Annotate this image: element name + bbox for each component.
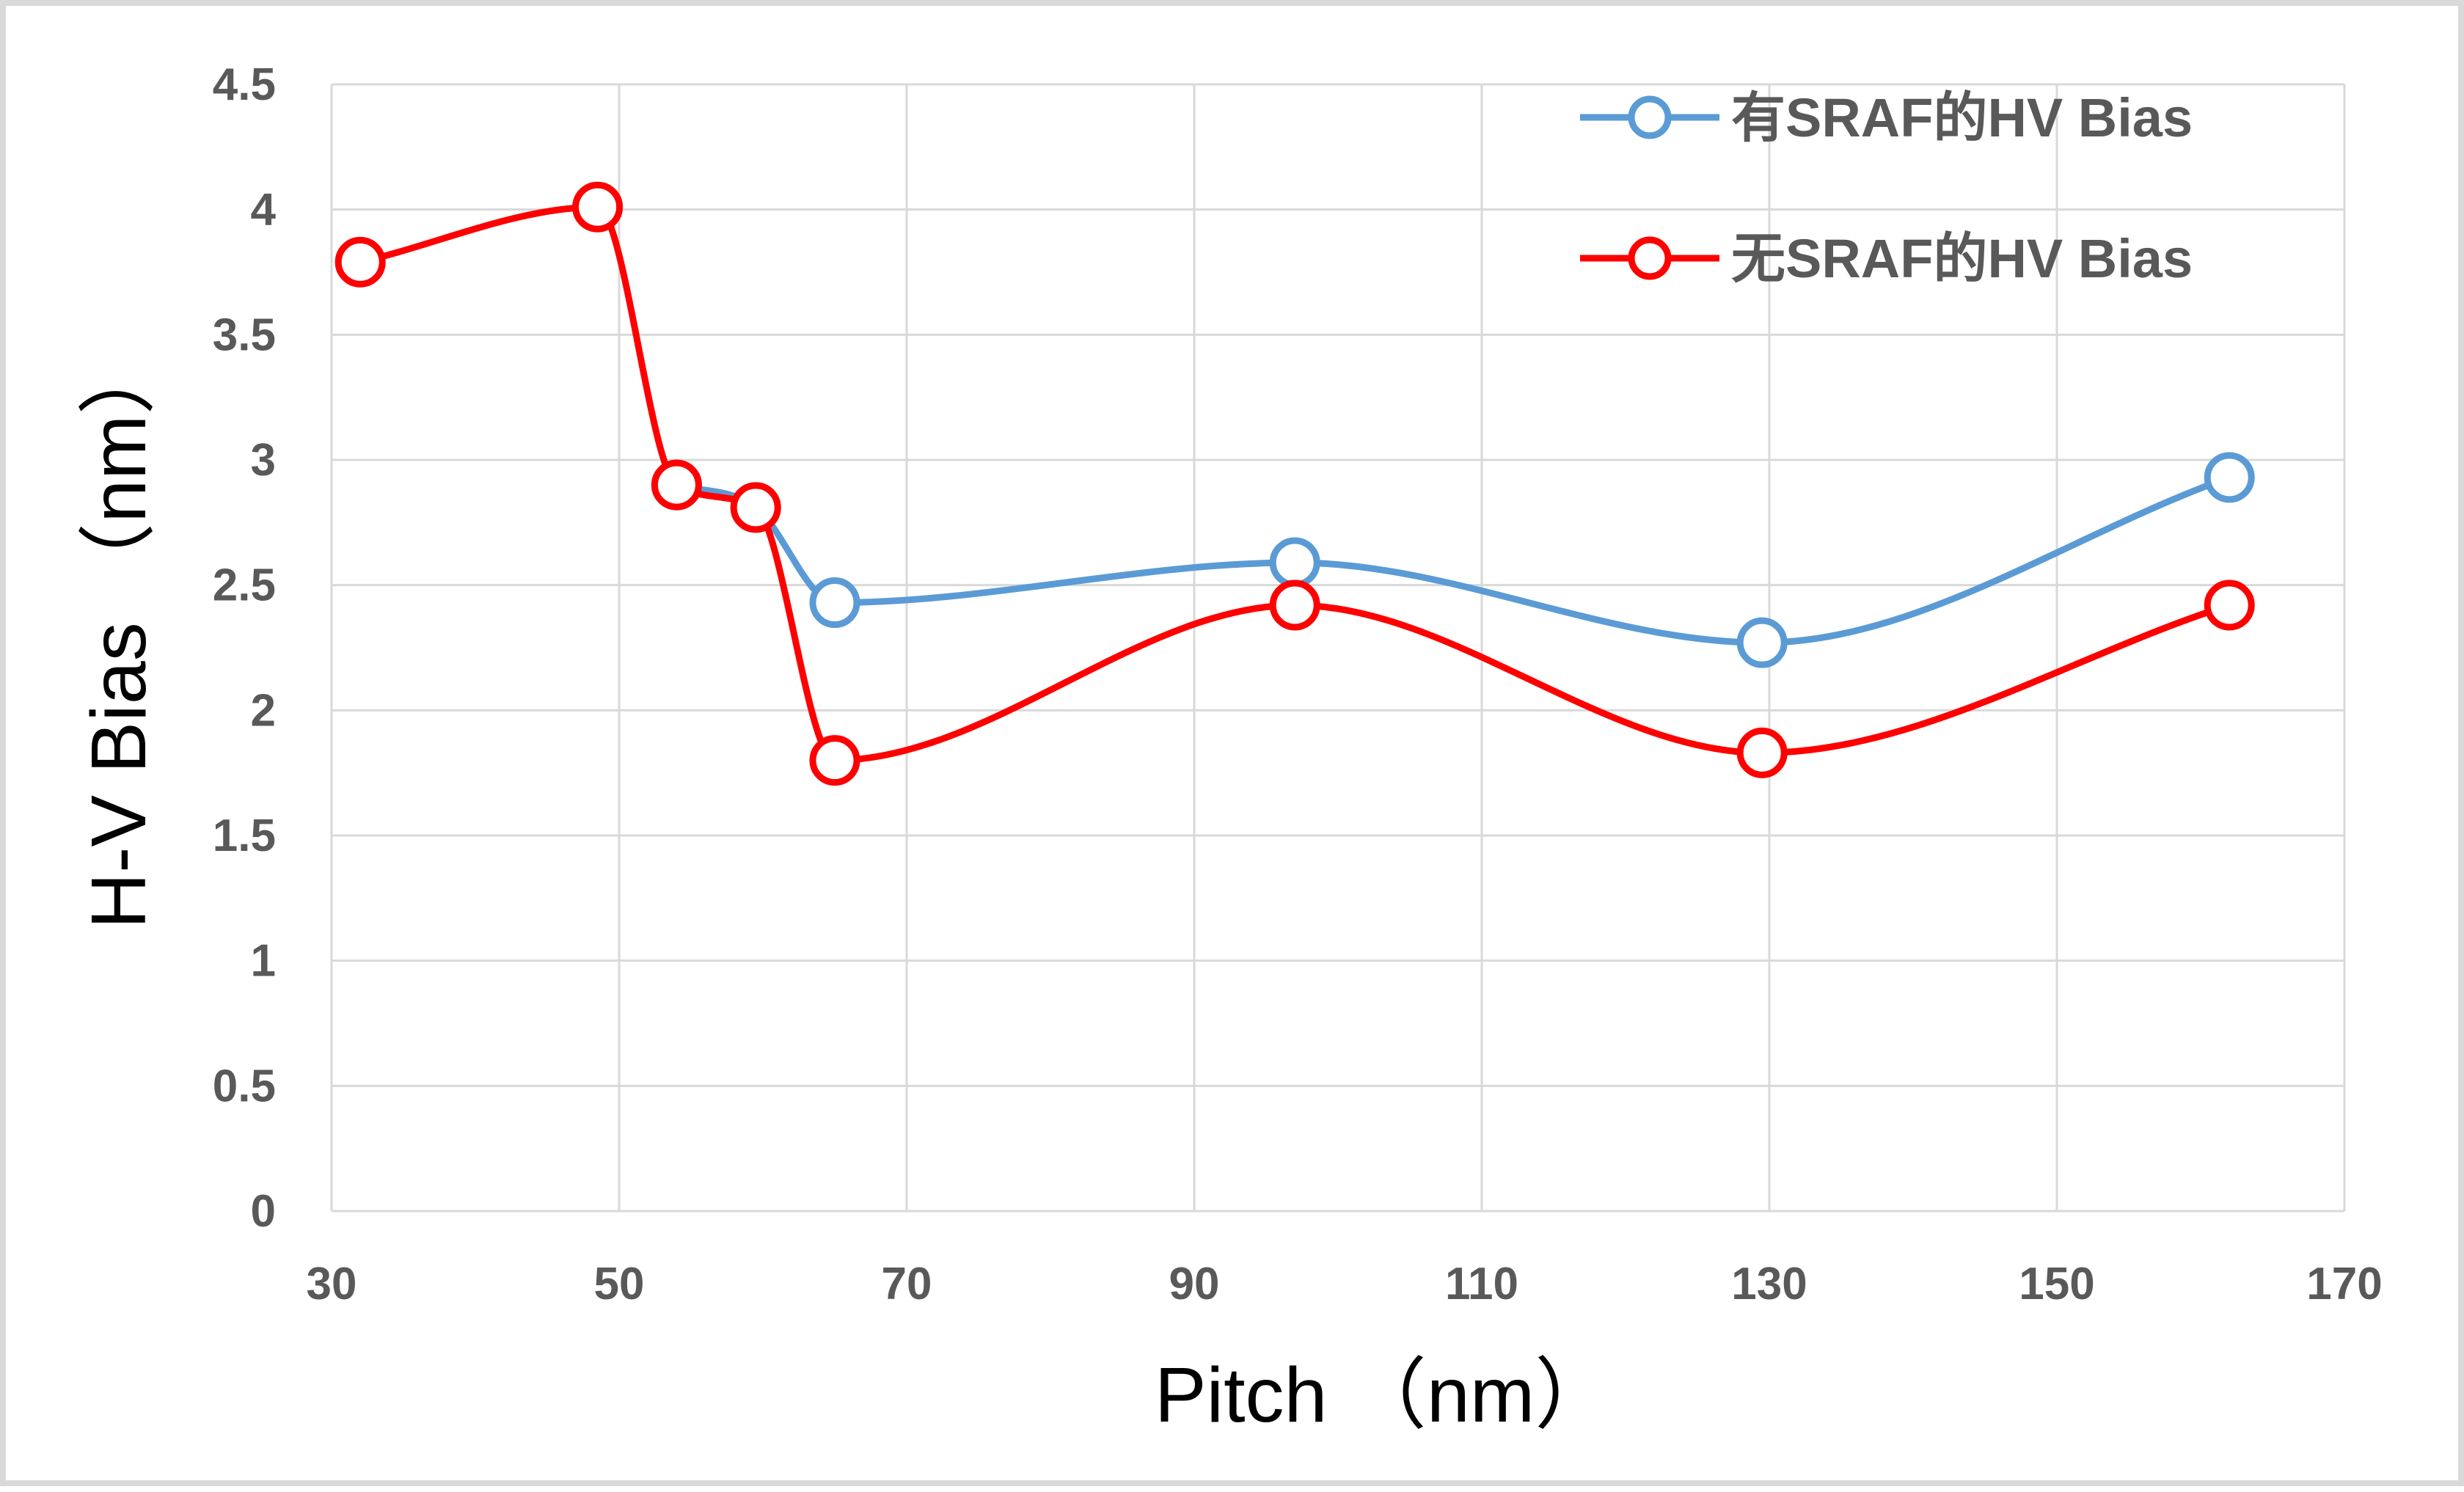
data-point-marker bbox=[2204, 452, 2255, 503]
grid-lines bbox=[330, 83, 2346, 1213]
series-1 bbox=[651, 452, 2255, 668]
data-point-marker bbox=[1269, 537, 1320, 588]
x-tick-label: 150 bbox=[2019, 1259, 2094, 1309]
legend-item-2: 无SRAF的HV Bias bbox=[1580, 228, 2193, 289]
legend-label: 有SRAF的HV Bias bbox=[1731, 87, 2193, 148]
y-tick-label: 4.5 bbox=[213, 59, 276, 110]
x-tick-label: 70 bbox=[882, 1259, 932, 1309]
y-axis-tick-labels: 0 0.5 1 1.5 2 2.5 3 3.5 4 4.5 bbox=[213, 59, 277, 1237]
data-point-marker bbox=[1269, 579, 1320, 631]
y-tick-label: 3 bbox=[251, 435, 276, 486]
y-axis-title: H-V Bias （nm） bbox=[76, 337, 162, 929]
legend: 有SRAF的HV Bias 无SRAF的HV Bias bbox=[1580, 87, 2193, 289]
series-line bbox=[673, 474, 2233, 646]
data-point-marker bbox=[809, 577, 860, 629]
legend-label: 无SRAF的HV Bias bbox=[1731, 228, 2193, 289]
data-point-marker bbox=[1736, 617, 1788, 668]
data-point-marker bbox=[651, 459, 702, 511]
data-point-marker bbox=[1736, 727, 1788, 778]
x-tick-label: 110 bbox=[1445, 1259, 1518, 1309]
x-tick-label: 30 bbox=[307, 1259, 357, 1309]
series-2 bbox=[334, 181, 2255, 786]
y-tick-label: 1 bbox=[251, 936, 276, 987]
data-point-marker bbox=[809, 735, 860, 786]
x-tick-label: 170 bbox=[2306, 1259, 2382, 1309]
y-tick-label: 3.5 bbox=[213, 310, 276, 360]
x-axis-title: Pitch （nm） bbox=[1155, 1352, 1612, 1438]
data-point-marker bbox=[572, 181, 624, 233]
y-tick-label: 0 bbox=[251, 1186, 276, 1237]
x-tick-label: 130 bbox=[1731, 1259, 1807, 1309]
x-tick-label: 50 bbox=[594, 1259, 645, 1309]
data-point-marker bbox=[2204, 579, 2255, 631]
legend-marker bbox=[1628, 95, 1672, 139]
y-tick-label: 2 bbox=[251, 685, 276, 736]
legend-item-1: 有SRAF的HV Bias bbox=[1580, 87, 2193, 148]
x-axis-tick-labels: 30 50 70 90 110 130 150 170 bbox=[307, 1259, 2383, 1309]
line-chart: 0 0.5 1 1.5 2 2.5 3 3.5 4 4.5 30 50 70 90 110 130 150 17… bbox=[76, 59, 2383, 1438]
x-tick-label: 90 bbox=[1169, 1259, 1220, 1309]
series-line bbox=[357, 203, 2233, 764]
y-tick-label: 4 bbox=[251, 185, 277, 235]
data-point-marker bbox=[334, 236, 386, 288]
y-tick-label: 1.5 bbox=[213, 811, 276, 861]
y-tick-label: 0.5 bbox=[213, 1061, 276, 1111]
data-point-marker bbox=[730, 482, 781, 533]
plot-series bbox=[334, 181, 2255, 786]
y-tick-label: 2.5 bbox=[213, 560, 276, 611]
legend-marker bbox=[1628, 236, 1672, 280]
